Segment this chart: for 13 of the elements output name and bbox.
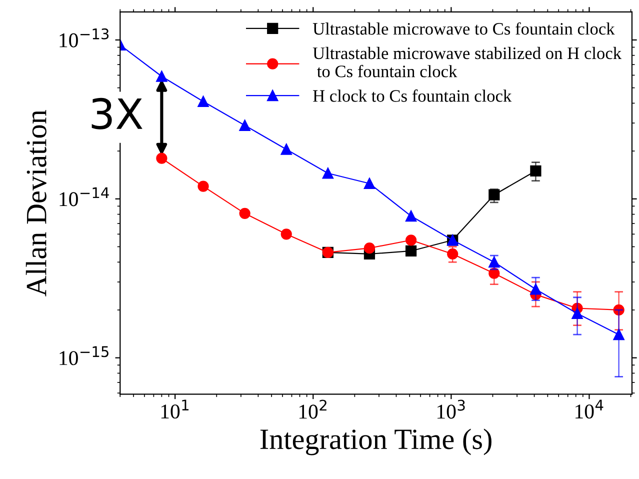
x-tick-label: 10$^{4}$ [576, 400, 604, 419]
annotation: 3X [92, 98, 142, 130]
x-tick-label: 10$^{2}$ [299, 400, 326, 419]
x-axis-title: Integration Time (s) [260, 428, 492, 456]
y-tick-label: 10$^{−15}$ [60, 346, 108, 366]
x-tick-label: 10$^{3}$ [437, 400, 465, 419]
y-tick-label: 10$^{−14}$ [60, 187, 109, 206]
legend-label: Ultrastable microwave stabilized on H clock to Cs fountain clock [312, 46, 622, 78]
x-tick-label: 10$^{1}$ [161, 400, 189, 419]
y-tick-label: 10$^{−13}$ [60, 28, 109, 48]
legend-label: Ultrastable microwave to Cs fountain clock [312, 22, 615, 35]
legend-label: H clock to Cs fountain clock [313, 89, 512, 102]
y-axis-title: Allan Deviation [26, 110, 46, 296]
